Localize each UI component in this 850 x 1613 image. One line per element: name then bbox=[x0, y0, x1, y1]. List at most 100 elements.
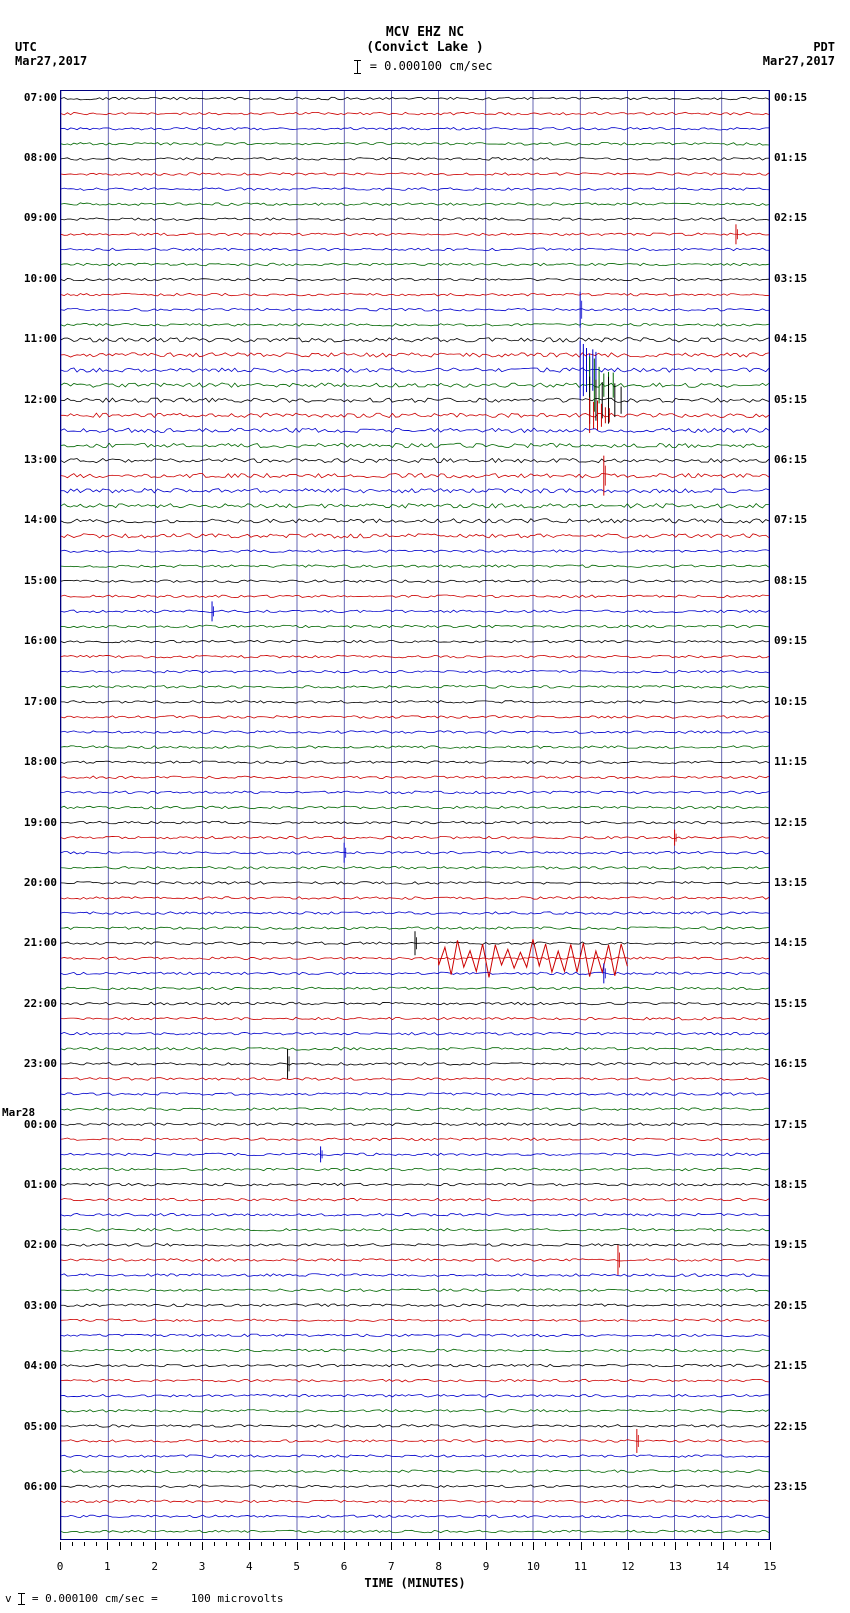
right-time-label: 20:15 bbox=[774, 1299, 829, 1312]
right-time-label: 21:15 bbox=[774, 1359, 829, 1372]
x-tick-minor bbox=[557, 1542, 558, 1546]
x-tick-label: 2 bbox=[151, 1560, 158, 1573]
x-tick-minor bbox=[403, 1542, 404, 1546]
left-time-label: 00:00 bbox=[2, 1118, 57, 1131]
x-tick-label: 14 bbox=[716, 1560, 729, 1573]
left-time-label: 07:00 bbox=[2, 91, 57, 104]
x-tick-minor bbox=[380, 1542, 381, 1546]
x-tick-label: 6 bbox=[341, 1560, 348, 1573]
x-tick-minor bbox=[510, 1542, 511, 1546]
x-tick-label: 11 bbox=[574, 1560, 587, 1573]
x-tick-label: 12 bbox=[621, 1560, 634, 1573]
x-tick-major bbox=[439, 1542, 440, 1550]
x-tick-major bbox=[249, 1542, 250, 1550]
tz-left-label: UTC bbox=[15, 40, 87, 54]
right-time-label: 03:15 bbox=[774, 272, 829, 285]
seismogram-svg bbox=[61, 91, 769, 1539]
right-time-label: 11:15 bbox=[774, 755, 829, 768]
right-time-label: 08:15 bbox=[774, 574, 829, 587]
timezone-left: UTC Mar27,2017 bbox=[15, 40, 87, 68]
x-tick-minor bbox=[415, 1542, 416, 1546]
footer-text-right: 100 microvolts bbox=[191, 1592, 284, 1605]
x-tick-minor bbox=[178, 1542, 179, 1546]
x-tick-label: 15 bbox=[763, 1560, 776, 1573]
left-time-label: 23:00 bbox=[2, 1057, 57, 1070]
x-tick-major bbox=[723, 1542, 724, 1550]
x-axis-title: TIME (MINUTES) bbox=[60, 1576, 770, 1590]
x-tick-minor bbox=[758, 1542, 759, 1546]
right-time-label: 07:15 bbox=[774, 513, 829, 526]
x-tick-major bbox=[675, 1542, 676, 1550]
left-time-label: 08:00 bbox=[2, 151, 57, 164]
tz-left-date: Mar27,2017 bbox=[15, 54, 87, 68]
scale-text: = 0.000100 cm/sec bbox=[370, 59, 493, 73]
x-tick-minor bbox=[226, 1542, 227, 1546]
x-tick-label: 10 bbox=[527, 1560, 540, 1573]
left-time-label: 13:00 bbox=[2, 453, 57, 466]
left-time-label: 15:00 bbox=[2, 574, 57, 587]
x-tick-minor bbox=[96, 1542, 97, 1546]
x-tick-minor bbox=[462, 1542, 463, 1546]
x-tick-minor bbox=[84, 1542, 85, 1546]
left-time-label: 11:00 bbox=[2, 332, 57, 345]
right-time-label: 14:15 bbox=[774, 936, 829, 949]
left-time-label: 10:00 bbox=[2, 272, 57, 285]
right-time-label: 00:15 bbox=[774, 91, 829, 104]
x-tick-minor bbox=[616, 1542, 617, 1546]
x-tick-major bbox=[770, 1542, 771, 1550]
x-tick-minor bbox=[699, 1542, 700, 1546]
right-time-label: 16:15 bbox=[774, 1057, 829, 1070]
x-tick-minor bbox=[214, 1542, 215, 1546]
timezone-right: PDT Mar27,2017 bbox=[763, 40, 835, 68]
footer-scale: v = 0.000100 cm/sec = 100 microvolts bbox=[5, 1592, 284, 1605]
x-tick-label: 5 bbox=[293, 1560, 300, 1573]
plot-area bbox=[60, 90, 770, 1540]
x-tick-major bbox=[297, 1542, 298, 1550]
x-tick-minor bbox=[332, 1542, 333, 1546]
x-tick-minor bbox=[309, 1542, 310, 1546]
left-time-label: 01:00 bbox=[2, 1178, 57, 1191]
x-tick-minor bbox=[167, 1542, 168, 1546]
x-tick-minor bbox=[451, 1542, 452, 1546]
x-tick-major bbox=[628, 1542, 629, 1550]
x-tick-major bbox=[344, 1542, 345, 1550]
left-time-label: 02:00 bbox=[2, 1238, 57, 1251]
x-tick-minor bbox=[285, 1542, 286, 1546]
x-tick-minor bbox=[427, 1542, 428, 1546]
right-time-label: 05:15 bbox=[774, 393, 829, 406]
x-tick-major bbox=[533, 1542, 534, 1550]
x-tick-major bbox=[391, 1542, 392, 1550]
right-time-label: 15:15 bbox=[774, 997, 829, 1010]
x-tick-minor bbox=[238, 1542, 239, 1546]
station-code: MCV EHZ NC bbox=[0, 25, 850, 40]
right-time-label: 01:15 bbox=[774, 151, 829, 164]
left-time-label: 04:00 bbox=[2, 1359, 57, 1372]
x-tick-major bbox=[107, 1542, 108, 1550]
x-tick-minor bbox=[522, 1542, 523, 1546]
station-name: (Convict Lake ) bbox=[0, 40, 850, 55]
right-time-label: 06:15 bbox=[774, 453, 829, 466]
left-time-label: 05:00 bbox=[2, 1420, 57, 1433]
right-time-label: 18:15 bbox=[774, 1178, 829, 1191]
left-time-label: 19:00 bbox=[2, 816, 57, 829]
left-time-label: 22:00 bbox=[2, 997, 57, 1010]
x-tick-minor bbox=[664, 1542, 665, 1546]
header: MCV EHZ NC (Convict Lake ) = 0.000100 cm… bbox=[0, 25, 850, 74]
right-time-label: 04:15 bbox=[774, 332, 829, 345]
right-time-label: 09:15 bbox=[774, 634, 829, 647]
left-time-label: 12:00 bbox=[2, 393, 57, 406]
right-time-label: 22:15 bbox=[774, 1420, 829, 1433]
x-tick-label: 7 bbox=[388, 1560, 395, 1573]
left-time-label: 06:00 bbox=[2, 1480, 57, 1493]
left-time-label: 18:00 bbox=[2, 755, 57, 768]
x-tick-minor bbox=[273, 1542, 274, 1546]
right-time-label: 10:15 bbox=[774, 695, 829, 708]
right-time-label: 19:15 bbox=[774, 1238, 829, 1251]
x-tick-minor bbox=[131, 1542, 132, 1546]
right-time-label: 02:15 bbox=[774, 211, 829, 224]
x-tick-label: 3 bbox=[199, 1560, 206, 1573]
left-time-label: 17:00 bbox=[2, 695, 57, 708]
left-time-label: 16:00 bbox=[2, 634, 57, 647]
x-tick-label: 13 bbox=[669, 1560, 682, 1573]
x-tick-minor bbox=[746, 1542, 747, 1546]
